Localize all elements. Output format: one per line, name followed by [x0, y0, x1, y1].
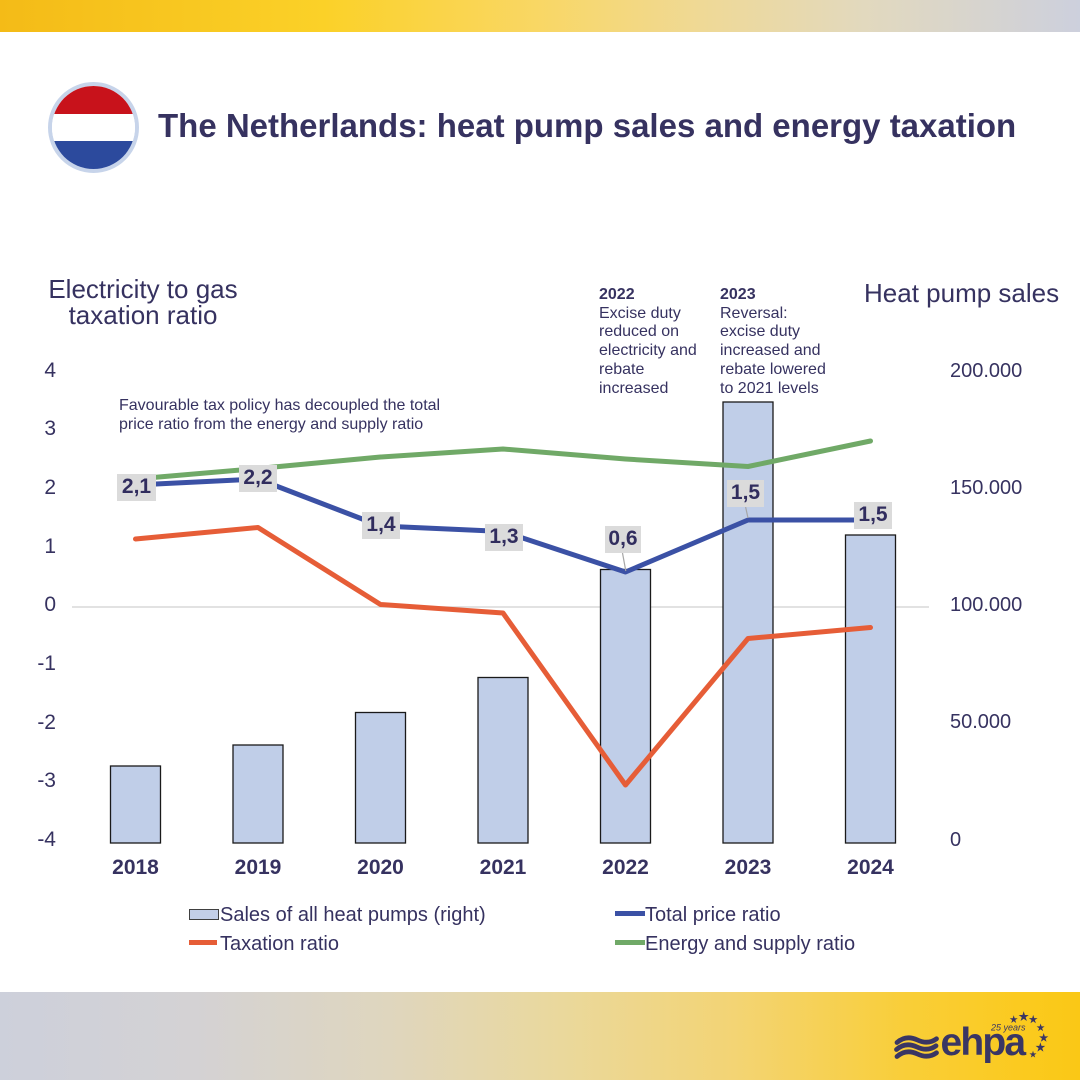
svg-text:25 years: 25 years [990, 1023, 1026, 1033]
svg-text:ehpa: ehpa [941, 1021, 1027, 1064]
